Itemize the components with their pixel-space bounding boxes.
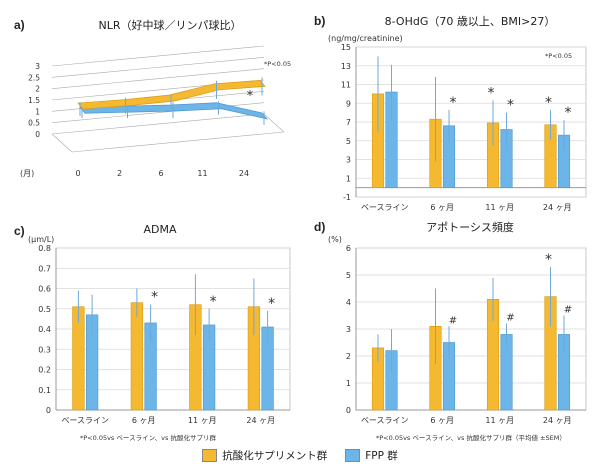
panel-b-sig-mark: * <box>488 85 495 101</box>
panel-a-floor-front <box>71 131 285 153</box>
panel-a-gridline <box>51 57 265 78</box>
panel-d-xtick-label: ベースライン <box>361 416 409 425</box>
panel-c-sig-mark: * <box>151 290 158 306</box>
panel-a-ytick-label: 1 <box>35 107 40 116</box>
legend-label-fpp: FPP 群 <box>365 450 398 462</box>
panel-d-ytick-label: 3 <box>346 325 351 334</box>
panel-c-ytick-label: 0.8 <box>38 244 51 253</box>
panel-a-x-unit: (月) <box>20 169 34 178</box>
panel-c-ytick-label: 0.7 <box>38 264 51 273</box>
panel-a-xtick-label: 0 <box>75 169 80 178</box>
panel-a-floor-right <box>263 113 285 133</box>
panel-a-ytick-label: 2 <box>35 85 40 94</box>
panel-d-sig-mark: # <box>506 313 514 324</box>
panel-c-title: ADMA <box>143 223 177 236</box>
panel-b-xtick-label: 11 ヶ月 <box>485 203 514 212</box>
panel-a-ytick-label: 3 <box>35 62 40 71</box>
panel-a-xtick-label: 6 <box>158 169 163 178</box>
legend-swatch-supplement <box>202 449 218 462</box>
panel-a-gridline <box>51 45 265 67</box>
panel-b-sig-mark: * <box>507 98 514 114</box>
panel-a-label: a) <box>14 18 25 32</box>
chart-canvas: (ng/mg/creatinine)-113579111315ベースライン*6 … <box>20 34 587 425</box>
panel-a-ytick-label: 1.5 <box>28 96 40 105</box>
panel-d-sig-mark: # <box>449 315 457 326</box>
panel-b-ytick-label: 13 <box>341 62 351 71</box>
panel-c-ytick-label: 0.5 <box>38 305 51 314</box>
panel-b-ytick-label: 15 <box>341 43 351 52</box>
panel-b-sig-mark: * <box>565 105 572 121</box>
panel-a-sig-mark: * <box>247 89 254 104</box>
panel-c-ytick-label: 0.3 <box>38 345 51 354</box>
panel-c-bar-supplement <box>130 302 144 411</box>
panel-b-ytick-label: -1 <box>343 193 351 202</box>
panel-a-ytick-label: 2.5 <box>28 73 40 82</box>
legend-item-fpp: FPP 群 <box>345 448 398 463</box>
panel-a-ytick-label: 0 <box>35 130 40 139</box>
panel-a-xtick-label: 2 <box>117 169 122 178</box>
panel-b-unit: (ng/mg/creatinine) <box>328 34 403 43</box>
legend-item-supplement: 抗酸化サプリメント群 <box>202 448 327 463</box>
panel-b-label: b) <box>314 14 326 28</box>
panel-b-significance: *P<0.05 <box>545 52 573 60</box>
panel-d-ytick-label: 1 <box>346 379 351 388</box>
panel-d-xtick-label: 24 ヶ月 <box>543 416 572 425</box>
panel-c-sig-mark: * <box>268 296 275 312</box>
panel-d-ytick-label: 2 <box>346 352 351 361</box>
panel-d-ytick-label: 0 <box>346 406 351 415</box>
panel-d-sig-mark: # <box>564 305 572 316</box>
legend-swatch-fpp <box>345 449 361 462</box>
panel-a-gridline <box>51 113 265 135</box>
panel-c-ytick-label: 0.1 <box>38 386 51 395</box>
panel-d-label: d) <box>314 220 326 234</box>
panel-b-ytick-label: 11 <box>341 81 351 90</box>
legend-label-supplement: 抗酸化サプリメント群 <box>222 450 328 462</box>
panel-c-ytick-label: 0.6 <box>38 285 51 294</box>
panel-b-ytick-label: 3 <box>346 156 351 165</box>
panel-b-title: 8-OHdG（70 歳以上、BMI>27） <box>384 15 556 28</box>
panel-d-bar-fpp <box>500 334 513 411</box>
panel-b-xtick-label: 6 ヶ月 <box>430 203 454 212</box>
panel-b-ytick-label: 7 <box>346 118 351 127</box>
panel-d-ytick-label: 5 <box>346 271 351 280</box>
panel-d-ytick-label: 4 <box>346 298 351 307</box>
panel-b-ytick-label: 9 <box>346 99 351 108</box>
legend: 抗酸化サプリメント群 FPP 群 <box>0 448 600 463</box>
panel-d-xtick-label: 6 ヶ月 <box>430 416 454 425</box>
panel-b-sig-mark: * <box>545 95 552 111</box>
panel-a-floor-edge <box>51 133 73 153</box>
panel-c-xtick-label: 11 ヶ月 <box>188 416 217 425</box>
panel-c-xtick-label: 6 ヶ月 <box>132 416 156 425</box>
panel-b-sig-mark: * <box>450 95 457 111</box>
panel-c-ytick-label: 0.4 <box>38 325 51 334</box>
panel-b-xtick-label: 24 ヶ月 <box>543 203 572 212</box>
panel-c-sig-mark: * <box>210 294 217 310</box>
panel-a-significance: *P<0.05 <box>264 60 292 68</box>
panel-d-ytick-label: 6 <box>346 244 351 253</box>
panel-c-xtick-label: ベースライン <box>61 416 109 425</box>
panel-c-xtick-label: 24 ヶ月 <box>246 416 275 425</box>
panel-b-ytick-label: 5 <box>346 137 351 146</box>
panel-c-footnote: *P<0.05vs ベースライン、vs 抗酸化サプリ群 <box>80 434 216 442</box>
panel-d-unit: (%) <box>328 235 342 244</box>
panel-c-label: c) <box>14 224 25 238</box>
panel-c-ytick-label: 0.2 <box>38 366 51 375</box>
panel-a-gridline <box>51 68 265 89</box>
panel-b-ytick-label: 1 <box>346 174 351 183</box>
panel-a-ytick-label: 0.5 <box>28 119 40 128</box>
panel-d-sig-mark: * <box>545 252 552 268</box>
panel-a-title: NLR（好中球／リンパ球比） <box>98 19 242 32</box>
panel-c-ytick-label: 0 <box>46 406 51 415</box>
panel-a-xtick-label: 24 <box>239 169 249 178</box>
panel-b-xtick-label: ベースライン <box>361 203 409 212</box>
panel-a-xtick-label: 11 <box>197 169 207 178</box>
panel-c-unit: (μm/L) <box>28 235 54 244</box>
panel-d-xtick-label: 11 ヶ月 <box>485 416 514 425</box>
panel-d-footnote: *P<0.05vs ベースライン、vs 抗酸化サプリ群（平均値 ±SEM） <box>376 434 566 442</box>
panel-d-title: アポトーシス頻度 <box>426 221 514 234</box>
